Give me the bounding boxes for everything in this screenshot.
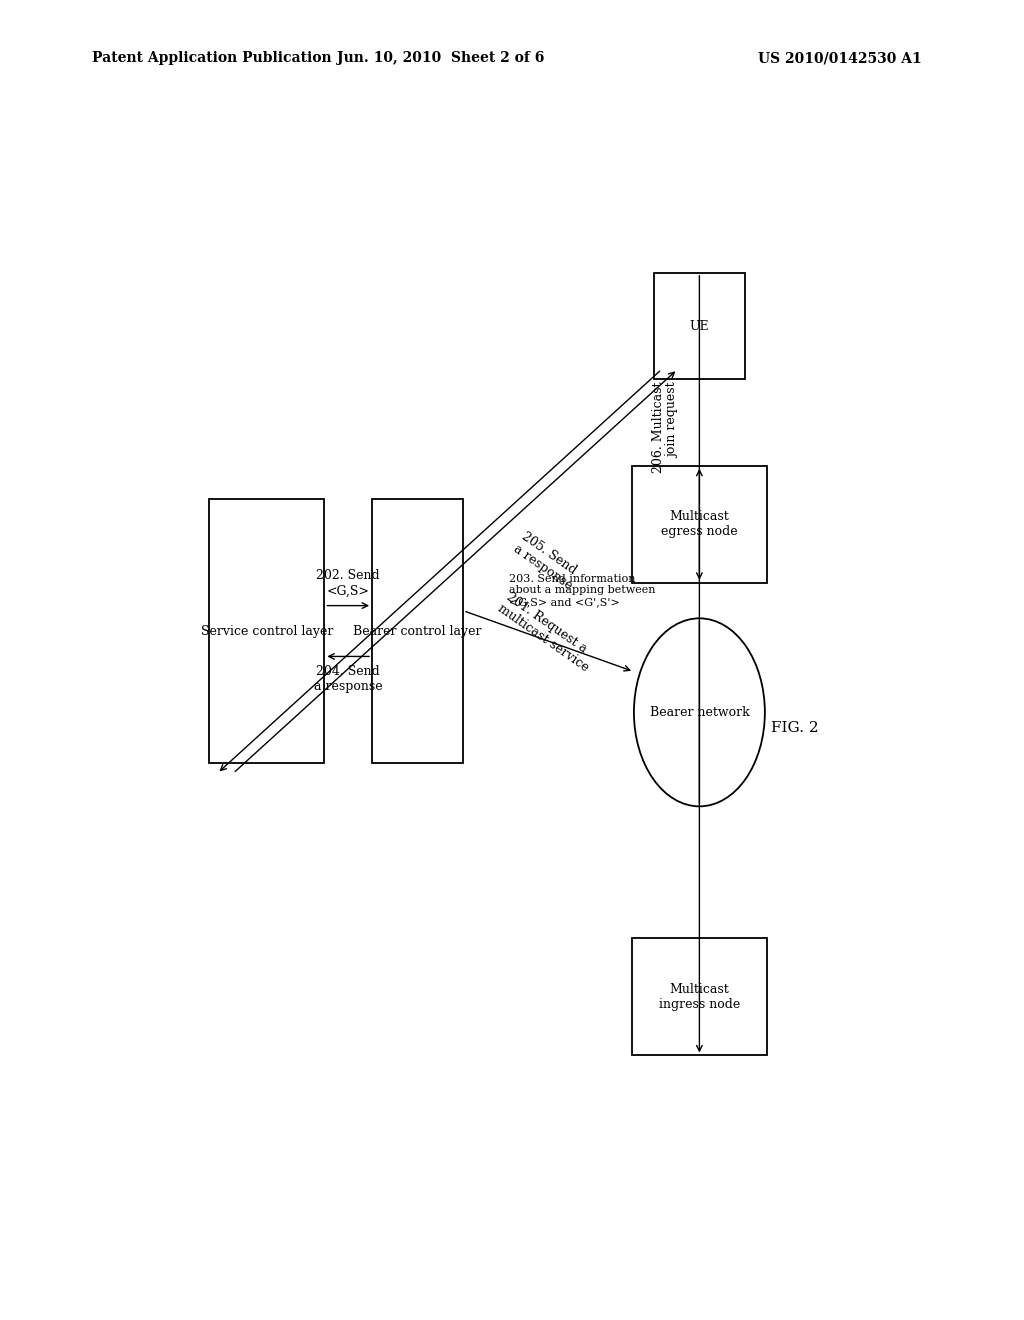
Text: Bearer network: Bearer network — [649, 706, 750, 719]
Bar — [209, 499, 325, 763]
Text: 203. Send information
about a mapping between
<G,S> and <G',S'>: 203. Send information about a mapping be… — [509, 574, 655, 607]
Ellipse shape — [634, 618, 765, 807]
Text: 204. Send
a response: 204. Send a response — [314, 664, 383, 693]
Text: Bearer control layer: Bearer control layer — [353, 624, 482, 638]
Bar — [632, 939, 767, 1056]
Text: Multicast
ingress node: Multicast ingress node — [658, 983, 740, 1011]
Text: 202. Send
<G,S>: 202. Send <G,S> — [316, 569, 380, 598]
Bar — [632, 466, 767, 582]
Text: US 2010/0142530 A1: US 2010/0142530 A1 — [758, 51, 922, 65]
Text: FIG. 2: FIG. 2 — [771, 721, 818, 735]
Bar — [372, 499, 463, 763]
Text: Service control layer: Service control layer — [201, 624, 333, 638]
Text: 206. Multicast
join request: 206. Multicast join request — [651, 381, 680, 474]
Text: 205. Send
a response: 205. Send a response — [511, 531, 584, 593]
Text: 201. Request a
multicast service: 201. Request a multicast service — [495, 590, 599, 675]
Text: Patent Application Publication: Patent Application Publication — [92, 51, 332, 65]
Text: Multicast
egress node: Multicast egress node — [662, 511, 737, 539]
Bar — [653, 273, 745, 379]
Text: Jun. 10, 2010  Sheet 2 of 6: Jun. 10, 2010 Sheet 2 of 6 — [337, 51, 544, 65]
Text: UE: UE — [689, 319, 710, 333]
